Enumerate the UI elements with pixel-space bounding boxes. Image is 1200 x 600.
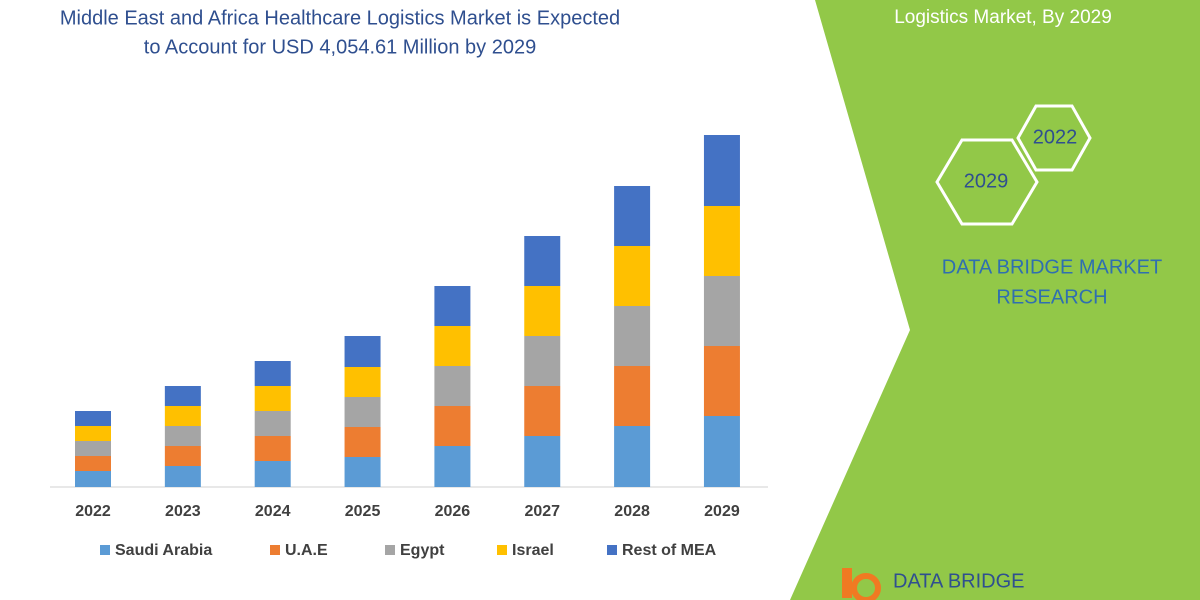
bar-segment <box>344 427 381 457</box>
bar-segment <box>524 236 561 286</box>
legend-swatch <box>607 545 617 555</box>
bar-segment <box>164 426 201 446</box>
bar-segment <box>344 457 381 487</box>
bar-segment <box>434 406 471 446</box>
bar-segment <box>75 426 111 441</box>
x-tick-label: 2023 <box>165 503 201 520</box>
panel-heading: Logistics Market, By 2029 <box>894 7 1112 28</box>
bar-segment <box>75 441 111 456</box>
bar-segment <box>703 416 740 487</box>
bar-segment <box>254 361 291 386</box>
chart-title: to Account for USD 4,054.61 Million by 2… <box>144 36 536 58</box>
x-tick-label: 2026 <box>435 503 471 520</box>
bar-segment <box>75 411 111 426</box>
chart-title: Middle East and Africa Healthcare Logist… <box>60 7 620 29</box>
bar-segment <box>614 306 651 366</box>
legend-label: Egypt <box>400 542 445 559</box>
bar-segment <box>254 411 291 436</box>
bar-segment <box>75 471 111 487</box>
x-tick-label: 2024 <box>255 503 291 520</box>
bar-segment <box>703 206 740 276</box>
x-tick-label: 2027 <box>524 503 560 520</box>
bar-segment <box>254 386 291 411</box>
bar-segment <box>614 426 651 487</box>
legend-label: U.A.E <box>285 542 328 559</box>
hex-label: 2029 <box>964 170 1009 192</box>
x-tick-label: 2028 <box>614 503 650 520</box>
bar-segment <box>164 406 201 426</box>
legend-swatch <box>100 545 110 555</box>
bar-segment <box>614 366 651 426</box>
bar-segment <box>434 326 471 366</box>
bar-segment <box>614 186 651 246</box>
bar-segment <box>344 397 381 427</box>
bar-segment <box>524 436 561 487</box>
logo-icon <box>851 573 881 600</box>
x-tick-label: 2029 <box>704 503 740 520</box>
logo-text: DATA BRIDGE <box>893 570 1025 592</box>
hexagon <box>1016 104 1092 172</box>
brand-text: DATA BRIDGE MARKET <box>942 256 1162 278</box>
bar-segment <box>344 367 381 397</box>
bar-segment <box>524 286 561 336</box>
x-tick-label: 2025 <box>345 503 381 520</box>
legend-label: Israel <box>512 542 554 559</box>
hex-label: 2022 <box>1033 126 1078 148</box>
legend-swatch <box>497 545 507 555</box>
bar-segment <box>703 135 740 206</box>
x-tick-label: 2022 <box>75 503 111 520</box>
green-panel <box>790 0 1200 600</box>
bar-segment <box>434 446 471 487</box>
bar-segment <box>614 246 651 306</box>
logo-icon <box>842 568 852 598</box>
legend-swatch <box>385 545 395 555</box>
bar-segment <box>254 461 291 487</box>
bar-segment <box>434 366 471 406</box>
bar-segment <box>524 386 561 436</box>
legend-swatch <box>270 545 280 555</box>
bar-segment <box>164 466 201 487</box>
bar-segment <box>434 286 471 326</box>
bar-segment <box>164 446 201 466</box>
bar-segment <box>254 436 291 461</box>
legend-label: Saudi Arabia <box>115 542 212 559</box>
hexagon <box>935 138 1039 226</box>
bar-segment <box>703 276 740 346</box>
bar-segment <box>703 346 740 416</box>
bar-segment <box>164 386 201 406</box>
brand-text: RESEARCH <box>996 286 1107 308</box>
bar-segment <box>524 336 561 386</box>
bar-segment <box>75 456 111 471</box>
bar-segment <box>344 336 381 367</box>
legend-label: Rest of MEA <box>622 542 717 559</box>
